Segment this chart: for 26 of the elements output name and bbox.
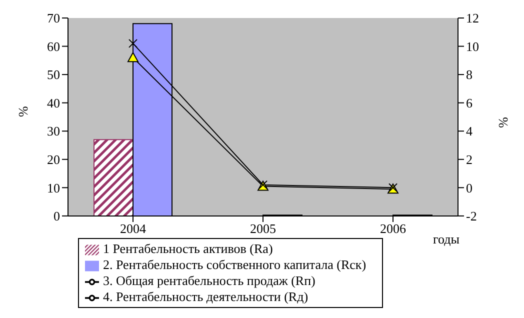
y-tick-label: 20 xyxy=(47,152,60,167)
y2-tick-label: 0 xyxy=(466,180,472,196)
y2-tick-label: 8 xyxy=(466,67,472,82)
y2-tick-label: 12 xyxy=(466,10,479,26)
x-axis-title: годы xyxy=(433,232,460,247)
y-tick-label: 60 xyxy=(47,38,60,54)
y2-tick-label: 6 xyxy=(466,95,473,110)
x-tick-label: 2005 xyxy=(250,221,276,236)
y2-tick-label: -2 xyxy=(466,208,477,224)
y-tick-label: 70 xyxy=(47,10,60,26)
y-axis-title: % xyxy=(16,106,31,117)
legend-label: 4. Рентабельность деятельности (Rд) xyxy=(103,288,308,304)
y-tick-label: 10 xyxy=(47,180,60,196)
y-tick-label: 30 xyxy=(47,124,60,139)
y-tick-label: 50 xyxy=(47,67,60,82)
y2-tick-label: 4 xyxy=(466,124,473,139)
x-tick-label: 2004 xyxy=(120,221,146,236)
legend-label: 2. Рентабельность собственного капитала (Rск) xyxy=(103,256,366,272)
legend-label: 1 Рентабельность активов (Ra) xyxy=(103,240,273,256)
x-tick-label: 2006 xyxy=(380,221,406,236)
y-tick-label: 0 xyxy=(54,208,60,224)
legend-label: 3. Общая рентабельность продаж (Rп) xyxy=(103,272,316,288)
y2-tick-label: 2 xyxy=(466,152,472,167)
y-tick-label: 40 xyxy=(47,95,60,110)
y2-tick-label: 10 xyxy=(466,38,479,54)
y2-axis-title: % xyxy=(496,116,511,128)
